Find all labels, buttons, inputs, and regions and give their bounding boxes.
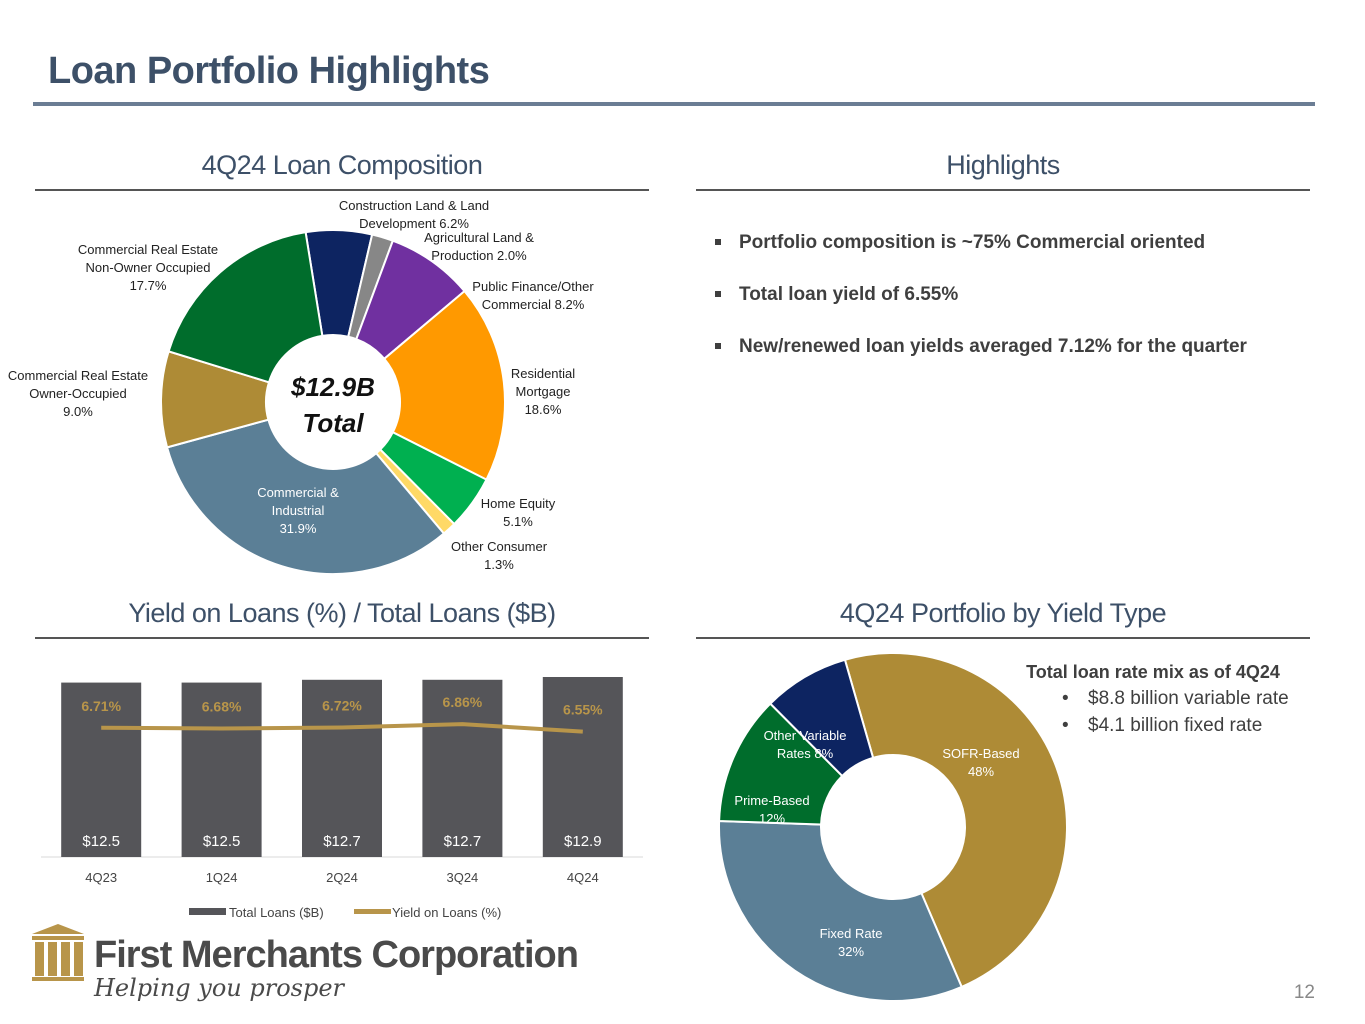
bar-value-label: $12.7 [444,833,482,850]
composition-slice-label: Home Equity 5.1% [481,496,556,529]
logo-tagline: Helping you prosper [94,974,345,1002]
total-loans-bar [61,682,142,857]
page-number: 12 [1293,982,1315,1003]
composition-section-title: 4Q24 Loan Composition [201,150,483,180]
yield-type-donut: SOFR-Based 48% Fixed Rate 32% Prime-Based 12%… [718,652,1068,1002]
composition-slice-label: Commercial Real Estate Owner-Occupied 9.0% [8,368,148,419]
highlights-list: Portfolio composition is ~75% Commercial… [715,232,1335,388]
bar-value-label: $12.5 [82,833,120,850]
highlights-section-title: Highlights [946,150,1060,180]
composition-slice-label: Commercial & Industrial 31.9% [257,485,339,536]
yield-type-slice-label: Prime-Based 12% [734,793,809,826]
x-tick-label: 2Q24 [326,870,358,885]
composition-slice [165,418,446,575]
bar-value-label: $12.9 [564,833,602,850]
company-logo: First Merchants Corporation Helping you … [30,922,590,1006]
rate-mix-title: Total loan rate mix as of 4Q24 [1026,662,1280,682]
yield-data-label: 6.55% [563,702,603,718]
x-tick-label: 1Q24 [206,870,238,885]
rate-mix-item: • $4.1 billion fixed rate [1062,715,1263,736]
yield-type-divider [696,637,1310,639]
legend-swatch-total-loans [189,908,226,915]
composition-slice-label: Other Consumer 1.3% [451,539,548,572]
legend-label: Yield on Loans (%) [392,905,501,920]
composition-slice [167,231,324,384]
total-loans-bar [302,679,382,857]
x-tick-label: 4Q23 [85,870,117,885]
building-columns-icon [32,924,84,981]
composition-slice-label: Residential Mortgage 18.6% [511,366,575,417]
yield-line [101,722,583,734]
rate-mix-item: • $8.8 billion variable rate [1062,688,1289,709]
total-loans-bar [181,682,262,857]
yield-type-slice [718,820,963,1002]
yield-type-slice [768,658,875,778]
yield-type-section-title: 4Q24 Portfolio by Yield Type [839,598,1167,628]
legend-label: Total Loans ($B) [229,905,324,920]
x-tick-label: 3Q24 [446,870,478,885]
highlight-item: Total loan yield of 6.55% [715,284,1335,306]
yield-divider [35,637,649,639]
yield-type-slice-label: SOFR-Based 48% [942,746,1019,779]
page-title: Loan Portfolio Highlights [48,50,490,92]
x-tick-label: 4Q24 [567,870,599,885]
highlight-item: New/renewed loan yields averaged 7.12% f… [715,336,1335,358]
title-divider [33,102,1315,106]
yield-type-slice [843,652,1068,989]
highlights-divider [696,189,1310,191]
bar-value-label: $12.5 [203,833,241,850]
legend-swatch-yield [354,909,391,914]
composition-center-label: $12.9B Total [290,372,375,438]
yield-data-label: 6.68% [202,698,242,714]
total-loans-bar [422,679,503,857]
loan-composition-donut: Construction Land & Land Development 6.2%… [8,198,594,575]
composition-slice-label: Construction Land & Land Development 6.2% [339,198,489,231]
composition-slice-label: Commercial Real Estate Non-Owner Occupied… [78,242,218,293]
yield-section-title: Yield on Loans (%) / Total Loans ($B) [128,598,556,628]
rate-mix-box: Total loan rate mix as of 4Q24 • $8.8 bil… [1000,662,1340,737]
composition-slice-label: Public Finance/Other Commercial 8.2% [472,279,594,312]
yield-type-slice-label: Other Variable Rates 8% [764,728,847,761]
composition-slice [382,289,506,481]
bar-value-label: $12.7 [323,833,361,850]
yield-data-label: 6.71% [81,698,121,714]
yield-data-label: 6.86% [443,694,483,710]
yield-type-slice-label: Fixed Rate 32% [820,926,883,959]
composition-slice-label: Agricultural Land & Production 2.0% [424,230,534,263]
yield-total-loans-chart: $12.5 4Q23 $12.5 1Q24 $12.7 2Q24 $12.7 3Q24 $12.… [41,677,643,920]
logo-name: First Merchants Corporation [94,934,579,976]
highlight-item: Portfolio composition is ~75% Commercial… [715,232,1335,254]
yield-data-label: 6.72% [322,698,362,714]
total-loans-bar [542,677,623,857]
composition-divider [35,189,649,191]
